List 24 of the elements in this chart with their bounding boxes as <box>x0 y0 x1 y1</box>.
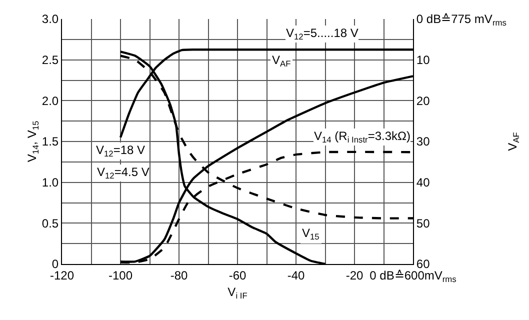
annotation: V$_{15}$ <box>302 226 320 242</box>
annotation: V$_{12}$=4.5 V <box>97 165 150 181</box>
y-tick-label: 0.5 <box>42 216 59 230</box>
y2-tick-label: 20 <box>416 94 430 108</box>
y-tick-label: 2.0 <box>42 94 59 108</box>
y-tick-label: 2.5 <box>42 53 59 68</box>
x-tick-label: -80 <box>170 268 188 282</box>
y-tick-label: 1.0 <box>42 176 59 190</box>
y-tick-label: 3.0 <box>42 12 59 26</box>
x-axis-title: V$_{i IF}$ <box>228 284 248 300</box>
y2-tick-label: 10 <box>416 53 430 68</box>
x-tick-label: -60 <box>228 268 246 282</box>
y2-tick-label: 50 <box>416 216 430 230</box>
x-tick-label: -40 <box>287 268 305 282</box>
y-tick-label: 1.5 <box>42 134 59 149</box>
annotation: V$_{12}$=18 V <box>96 143 146 159</box>
annotation: V$_{12}$=5.....18 V <box>286 26 358 42</box>
annotation: V$_{14}$ (R$_{i Instr}$=3.3kΩ) <box>314 129 410 145</box>
x-tick-label: -100 <box>108 268 133 282</box>
x-tick-label: -20 <box>346 268 364 282</box>
y2-tick-label: 30 <box>416 134 430 149</box>
annotation: V$_{AF}$ <box>272 53 291 69</box>
y2-tick-label: 0 dB≙775 mV$_{rms}$ <box>416 12 506 28</box>
y2-tick-label: 40 <box>416 176 430 190</box>
